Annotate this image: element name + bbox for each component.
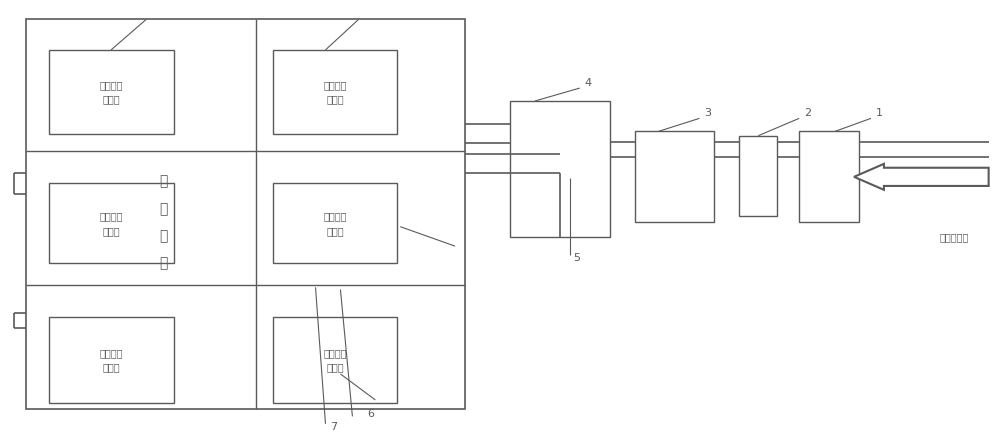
Text: 二氧化碳
传感器: 二氧化碳 传感器 [323, 211, 347, 236]
Bar [739, 136, 777, 216]
Text: 3: 3 [704, 109, 711, 118]
Bar [26, 19, 465, 409]
Text: 二氧化碳
传感器: 二氧化碳 传感器 [323, 347, 347, 372]
Bar [49, 317, 174, 403]
Bar [799, 131, 859, 222]
Text: 1: 1 [876, 109, 883, 118]
Bar [273, 184, 397, 263]
Text: 电厂净烟气: 电厂净烟气 [939, 232, 968, 242]
Bar [49, 184, 174, 263]
Text: 6: 6 [367, 409, 374, 419]
Text: 植
物
工
厂: 植 物 工 厂 [160, 174, 168, 270]
Bar [273, 317, 397, 403]
Bar [510, 101, 610, 238]
Text: 二氧化碳
传感器: 二氧化碳 传感器 [100, 347, 123, 372]
Polygon shape [854, 164, 989, 190]
Bar [49, 50, 174, 134]
Bar [273, 50, 397, 134]
Text: 二氧化碳
传感器: 二氧化碳 传感器 [100, 80, 123, 105]
Text: 二氧化碳
传感器: 二氧化碳 传感器 [323, 80, 347, 105]
Text: 2: 2 [804, 109, 811, 118]
Text: 7: 7 [330, 422, 338, 432]
Text: 二氧化碳
传感器: 二氧化碳 传感器 [100, 211, 123, 236]
Text: 5: 5 [573, 252, 580, 262]
Text: 4: 4 [585, 78, 592, 88]
Bar [635, 131, 714, 222]
